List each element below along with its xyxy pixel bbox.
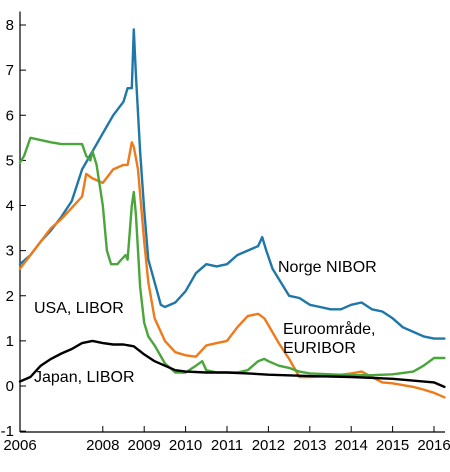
y-tick-label: 6 — [6, 107, 14, 124]
x-tick-label: 2008 — [86, 437, 119, 454]
series-labels: Norge NIBOR USA, LIBOR Euroområde, EURIB… — [34, 259, 377, 386]
y-tick-label: 8 — [6, 17, 14, 34]
axes: -1 0 1 2 3 4 5 6 7 8 2006 2008 2009 2010 2011 2012 2013 2… — [1, 11, 450, 454]
x-tick-label: 2010 — [169, 437, 202, 454]
y-tick-label: 3 — [6, 243, 14, 260]
y-tick-label: 2 — [6, 288, 14, 305]
label-usa-libor: USA, LIBOR — [34, 300, 124, 317]
series-line-usa-libor — [18, 136, 446, 377]
y-tick-label: 5 — [6, 152, 14, 169]
x-tick-label: 2011 — [211, 437, 243, 454]
y-tick-label: 1 — [6, 333, 14, 350]
x-tick-label: 2015 — [376, 437, 409, 454]
y-tick-label: 4 — [6, 198, 14, 215]
series-line-japan-libor — [18, 339, 446, 389]
y-tick-label: 7 — [6, 62, 14, 79]
x-tick-label: 2016 — [417, 437, 450, 454]
label-euro-area-line1: Euroområde, — [283, 320, 376, 338]
series-line-euroomr-de-euribor — [18, 141, 446, 399]
x-tick-label: 2006 — [3, 437, 36, 454]
series-line-norge-nibor — [18, 28, 446, 340]
x-tick-label: 2014 — [335, 437, 368, 454]
label-euro-area-line2: EURIBOR — [283, 340, 356, 357]
x-tick-label: 2013 — [293, 437, 326, 454]
x-tick-label: 2009 — [128, 437, 161, 454]
series-lines — [18, 28, 446, 399]
x-tick-label: 2012 — [252, 437, 285, 454]
y-tick-label: -1 — [1, 423, 14, 440]
label-japan-libor: Japan, LIBOR — [34, 369, 135, 386]
label-norge-nibor: Norge NIBOR — [278, 259, 377, 276]
y-tick-label: 0 — [6, 378, 14, 395]
